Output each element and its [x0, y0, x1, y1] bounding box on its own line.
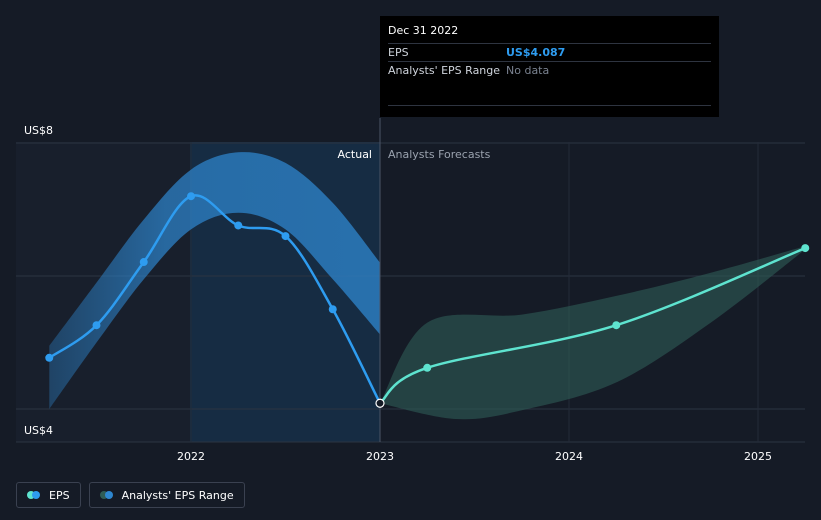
eps-point-actual-0 [45, 353, 54, 362]
eps-point-actual-2 [139, 258, 148, 267]
x-tick-label-2022: 2022 [177, 450, 205, 463]
range-legend-icon [99, 491, 114, 499]
tooltip-eps-value: US$4.087 [506, 46, 566, 59]
eps-legend-icon [27, 491, 41, 499]
x-tick-label-2025: 2025 [744, 450, 772, 463]
y-axis-label-bottom: US$4 [24, 424, 53, 437]
actual-label: Actual [338, 148, 372, 161]
tooltip-range-row: Analysts' EPS Range No data [388, 61, 711, 79]
eps-line-forecast [378, 246, 807, 405]
tooltip-eps-label: EPS [388, 46, 409, 59]
eps-point-actual-1 [92, 321, 101, 330]
forecast-label: Analysts Forecasts [388, 148, 491, 161]
highlighted-eps-point [375, 398, 385, 408]
eps-point-actual-6 [328, 305, 337, 314]
eps-point-actual-3 [187, 192, 195, 201]
tooltip: Dec 31 2022 EPS US$4.087 Analysts' EPS R… [380, 16, 719, 117]
legend-range-label: Analysts' EPS Range [121, 488, 234, 502]
tooltip-divider [388, 105, 711, 106]
legend-eps-button[interactable]: EPS [16, 482, 81, 508]
tooltip-range-value: No data [506, 64, 550, 77]
eps-point-forecast-2 [612, 321, 621, 330]
y-axis-label-top: US$8 [24, 124, 53, 137]
tooltip-date: Dec 31 2022 [388, 24, 459, 37]
eps-range-band-actual [49, 152, 381, 409]
legend-range-button[interactable]: Analysts' EPS Range [88, 482, 245, 508]
x-tick-label-2023: 2023 [366, 450, 394, 463]
legend-eps-label: EPS [49, 488, 70, 502]
eps-point-actual-5 [281, 232, 290, 241]
tooltip-range-label: Analysts' EPS Range [388, 64, 501, 77]
eps-point-forecast-1 [423, 363, 432, 372]
eps-point-forecast-3 [801, 244, 810, 253]
tooltip-eps-row: EPS US$4.087 [388, 43, 711, 61]
eps-point-actual-4 [234, 221, 243, 230]
legend: EPS Analysts' EPS Range [16, 482, 245, 508]
x-tick-label-2024: 2024 [555, 450, 583, 463]
